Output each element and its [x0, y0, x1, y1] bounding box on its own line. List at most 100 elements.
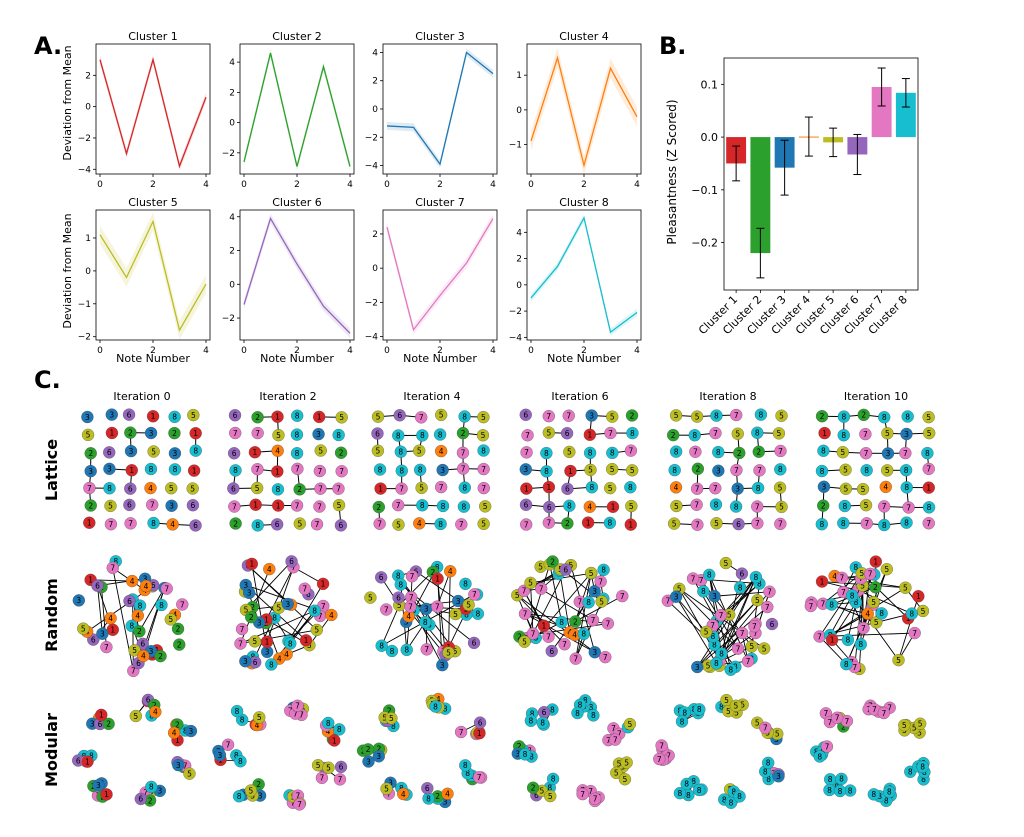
node-label: 5	[864, 501, 869, 510]
network-node: 2	[625, 409, 639, 422]
network-node: 8	[883, 785, 896, 799]
node-label: 5	[610, 465, 615, 474]
random-network-iteration-5: 5875147717857578477725717885758815588187…	[804, 555, 930, 676]
node-label: 4	[436, 695, 441, 704]
node-circle	[106, 561, 119, 575]
network-node: 1	[537, 619, 551, 632]
node-label: 7	[778, 520, 783, 529]
node-label: 7	[926, 465, 931, 474]
node-label: 6	[232, 449, 237, 458]
network-node: 7	[454, 725, 468, 739]
x-tick-label: 4	[347, 180, 353, 190]
node-label: 3	[822, 483, 827, 492]
node-circle	[375, 639, 388, 652]
node-label: 3	[695, 663, 700, 672]
node-circle	[229, 464, 242, 477]
node-label: 8	[590, 483, 595, 492]
node-label: 8	[272, 614, 277, 623]
panel-a-xlabel-1: Note Number	[116, 352, 190, 365]
y-tick-label: 0	[85, 267, 91, 277]
network-node: 3	[124, 444, 138, 458]
node-label: 8	[398, 580, 403, 589]
network-node: 5	[311, 759, 325, 772]
network-node: 8	[459, 577, 472, 590]
iteration-header: Iteration 10	[844, 390, 908, 403]
network-node: 4	[139, 579, 153, 593]
panel-a-ylabel-bottom: Deviation from Mean	[61, 213, 74, 328]
node-label: 8	[686, 791, 691, 800]
node-label: 4	[255, 721, 260, 730]
node-label: 7	[109, 520, 114, 529]
node-label: 5	[548, 792, 553, 801]
modular-network-iteration-1: 3757772417886765578757572383551873838174…	[212, 699, 348, 811]
node-label: 8	[850, 591, 855, 600]
network-node: 4	[271, 444, 284, 457]
node-circle	[183, 767, 196, 780]
node-circle	[100, 788, 113, 801]
node-label: 3	[149, 429, 154, 438]
node-circle	[249, 498, 262, 511]
node-circle	[325, 608, 338, 622]
node-circle	[228, 500, 241, 513]
network-node: 8	[458, 481, 471, 494]
node-label: 6	[397, 411, 402, 420]
network-node: 5	[413, 444, 426, 457]
network-node: 5	[881, 464, 894, 477]
network-node: 8	[284, 637, 297, 650]
node-label: 1	[587, 431, 592, 440]
network-node: 8	[563, 499, 576, 512]
y-tick-label: 2	[372, 77, 378, 87]
node-label: 7	[318, 484, 323, 493]
node-label: 3	[157, 787, 162, 796]
network-node: 2	[456, 426, 470, 440]
node-label: 7	[763, 724, 768, 733]
network-node: 6	[123, 498, 136, 512]
node-circle	[479, 500, 492, 513]
node-circle	[168, 426, 181, 440]
network-node: 7	[877, 706, 890, 720]
node-label: 6	[478, 718, 483, 727]
axes-frame	[723, 57, 919, 291]
node-label: 7	[180, 600, 185, 609]
network-node: 5	[165, 482, 178, 495]
node-label: 2	[339, 449, 344, 458]
node-label: 5	[749, 642, 754, 651]
network-node: 8	[394, 445, 407, 458]
node-label: 8	[295, 412, 300, 421]
node-label: 7	[562, 640, 567, 649]
x-tick-label: 4	[490, 180, 496, 190]
network-node: 2	[84, 447, 97, 460]
node-label: 5	[903, 584, 908, 593]
node-label: 3	[173, 449, 178, 458]
edge	[138, 587, 165, 632]
node-circle	[392, 499, 405, 512]
node-label: 3	[440, 466, 445, 475]
node-label: 5	[727, 610, 732, 619]
node-label: 7	[336, 484, 341, 493]
network-node: 8	[290, 428, 304, 441]
network-node: 8	[751, 426, 764, 439]
node-label: 8	[841, 431, 846, 440]
node-label: 5	[714, 519, 719, 528]
node-label: 1	[304, 636, 309, 645]
node-label: 7	[461, 464, 466, 473]
panel-b-label: B.	[659, 32, 686, 60]
node-label: 8	[864, 466, 869, 475]
network-node: 5	[183, 767, 196, 780]
node-label: 8	[882, 413, 887, 422]
node-label: 4	[326, 727, 331, 736]
network-node: 2	[171, 622, 185, 635]
y-tick-label: 4	[516, 228, 522, 238]
node-label: 8	[817, 752, 822, 761]
node-circle	[103, 446, 116, 459]
node-label: 5	[610, 412, 615, 421]
node-label: 5	[589, 569, 594, 578]
node-circle	[442, 646, 455, 659]
y-tick-label: 0.0	[701, 131, 719, 144]
network-node: 8	[835, 772, 848, 786]
node-label: 7	[881, 709, 886, 718]
node-label: 8	[233, 466, 238, 475]
node-label: 8	[463, 580, 468, 589]
network-node: 5	[164, 613, 177, 626]
